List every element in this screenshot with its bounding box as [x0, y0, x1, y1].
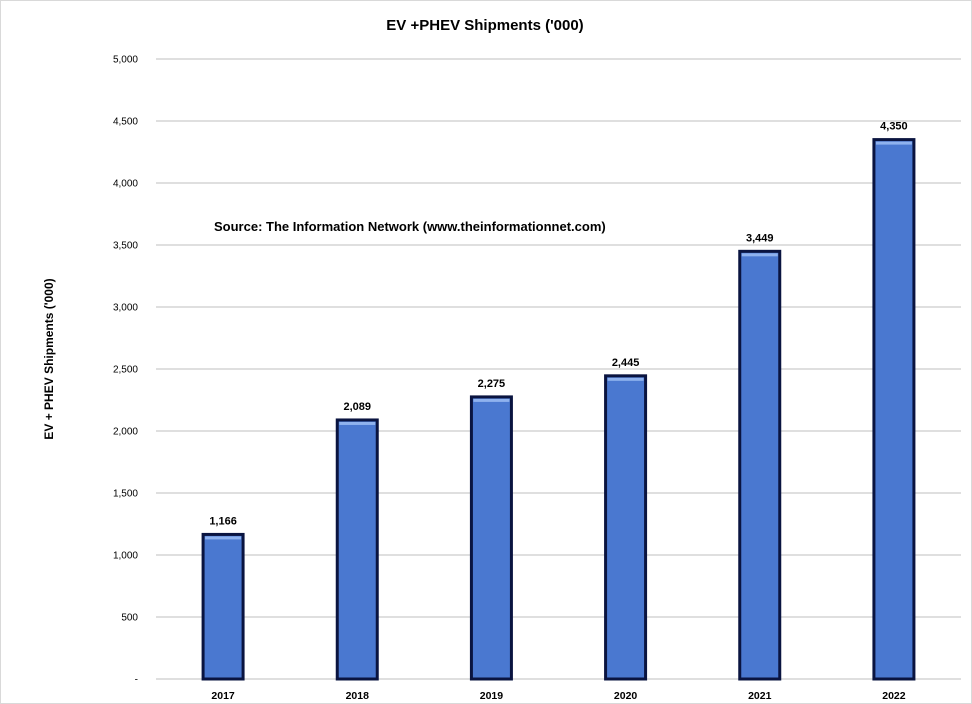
bar-highlight	[875, 141, 912, 145]
y-tick-label: 5,000	[113, 55, 138, 66]
data-label: 4,350	[880, 121, 908, 133]
bar	[872, 138, 916, 681]
gridlines	[156, 58, 961, 680]
x-tick-label: 2021	[748, 690, 772, 702]
data-label: 2,275	[478, 378, 506, 390]
source-annotation: Source: The Information Network (www.the…	[214, 219, 606, 234]
x-tick-label: 2017	[211, 690, 235, 702]
y-axis-label: EV + PHEV Shipments ('000)	[42, 278, 56, 439]
data-labels: 1,166 2,089 2,275 2,445 3,449 4,350	[209, 121, 907, 528]
bar	[201, 532, 245, 681]
chart-title: EV +PHEV Shipments ('000)	[386, 17, 583, 34]
bar	[738, 249, 782, 681]
bar-highlight	[473, 398, 510, 402]
bar	[604, 374, 648, 681]
x-axis-ticks: 2017 2018 2019 2020 2021 2022	[211, 690, 905, 702]
y-tick-label: 2,500	[113, 365, 138, 376]
data-label: 3,449	[746, 232, 774, 244]
y-tick-label: 4,000	[113, 179, 138, 190]
bar-highlight	[607, 377, 644, 381]
data-label: 2,445	[612, 357, 640, 369]
bar	[469, 395, 513, 681]
bar-highlight	[339, 421, 376, 425]
x-tick-label: 2019	[480, 690, 504, 702]
bar	[335, 418, 379, 681]
y-tick-label: 2,000	[113, 427, 138, 438]
x-tick-label: 2022	[882, 690, 906, 702]
y-tick-label: 4,500	[113, 117, 138, 128]
bars	[201, 138, 916, 681]
y-axis-ticks: - 500 1,000 1,500 2,000 2,500 3,000 3,500 4,000 4…	[113, 55, 138, 686]
y-tick-label: 1,000	[113, 551, 138, 562]
y-tick-label: 3,000	[113, 303, 138, 314]
y-tick-label: 500	[121, 613, 138, 624]
data-label: 1,166	[209, 515, 237, 527]
data-label: 2,089	[343, 401, 371, 413]
x-tick-label: 2020	[614, 690, 638, 702]
x-tick-label: 2018	[346, 690, 370, 702]
bar-highlight	[741, 253, 778, 257]
y-tick-label: 3,500	[113, 241, 138, 252]
y-tick-label: -	[135, 675, 138, 686]
y-tick-label: 1,500	[113, 489, 138, 500]
bar-highlight	[205, 536, 242, 540]
